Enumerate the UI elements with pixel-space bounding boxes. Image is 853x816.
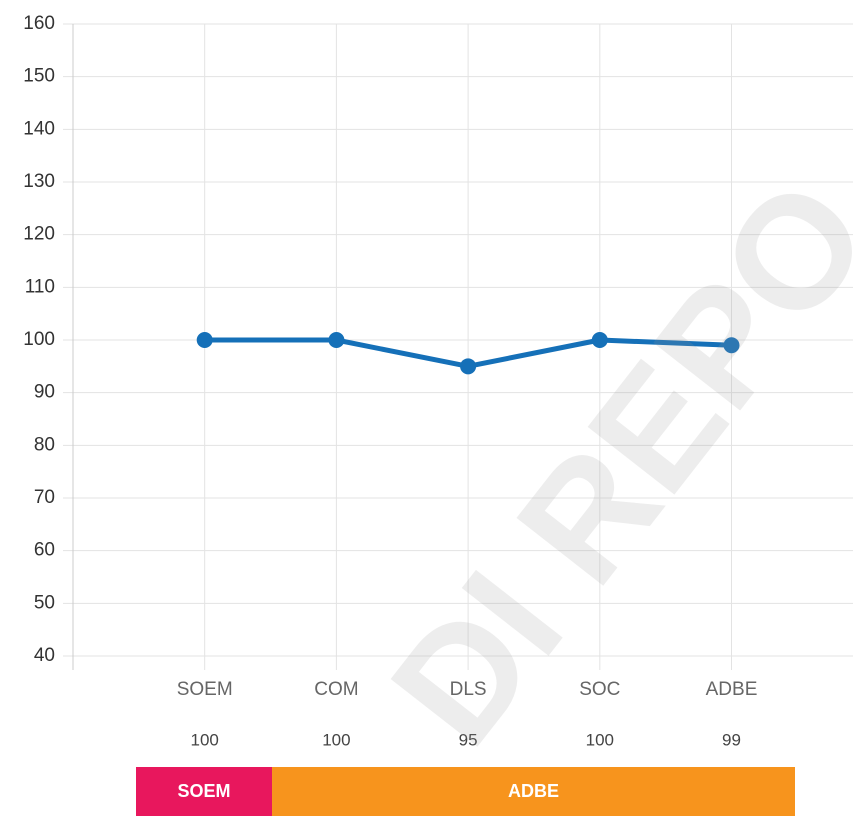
x-tick-label: DLS	[450, 679, 487, 700]
point	[460, 358, 477, 375]
x-tick-label: COM	[314, 679, 358, 700]
y-tick-label: 120	[23, 224, 55, 245]
point	[328, 332, 345, 348]
point	[591, 332, 608, 348]
status-segment: ADBE	[272, 767, 795, 816]
y-tick-label: 70	[34, 487, 55, 508]
y-tick-label: 60	[34, 540, 55, 561]
value-label: 99	[722, 730, 741, 749]
y-tick-label: 80	[34, 434, 55, 455]
y-tick-label: 110	[25, 276, 55, 297]
y-tick-label: 140	[23, 118, 55, 139]
x-tick-label: SOEM	[177, 679, 233, 700]
y-tick-label: 130	[23, 171, 55, 192]
point	[196, 332, 213, 348]
x-tick-label: SOC	[579, 679, 620, 700]
y-tick-label: 100	[23, 329, 55, 350]
point	[723, 337, 740, 354]
y-tick-label: 40	[34, 645, 55, 666]
status-bar: SOEM ADBE	[136, 767, 795, 816]
x-tick-label: ADBE	[706, 679, 758, 700]
value-label: 100	[191, 730, 219, 749]
value-label: 95	[459, 730, 478, 749]
y-tick-label: 150	[23, 66, 55, 87]
y-tick-label: 50	[34, 592, 55, 613]
y-tick-label: 160	[23, 13, 55, 34]
status-segment: SOEM	[136, 767, 272, 816]
value-label: 100	[586, 730, 614, 749]
value-label: 100	[322, 730, 350, 749]
y-tick-label: 90	[34, 382, 55, 403]
